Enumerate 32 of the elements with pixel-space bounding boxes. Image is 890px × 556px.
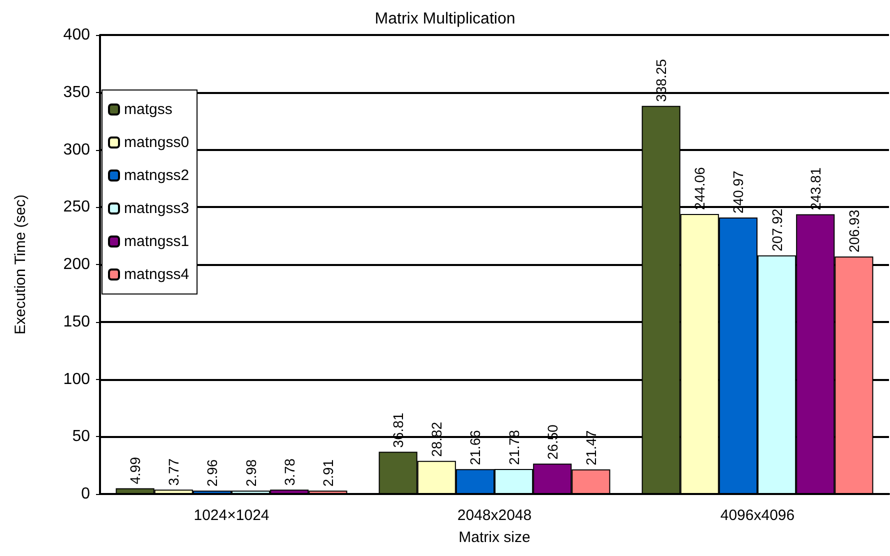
- legend-label: matngss4: [124, 266, 190, 283]
- legend-label: matngss3: [124, 200, 190, 217]
- y-tick-label: 300: [63, 141, 90, 158]
- data-label: 206.93: [846, 210, 862, 253]
- data-label: 207.92: [768, 208, 785, 252]
- data-label: 2.98: [242, 459, 259, 487]
- x-tick-label: 4096x4096: [720, 507, 795, 524]
- x-axis-title: Matrix size: [458, 529, 530, 546]
- y-tick-label: 200: [63, 256, 90, 273]
- legend-label: matngss1: [124, 233, 190, 250]
- data-label: 3.77: [166, 458, 182, 486]
- y-tick-label: 50: [72, 428, 90, 446]
- data-label: 2.91: [320, 459, 336, 487]
- legend-label: matgss: [124, 101, 172, 118]
- y-tick-label: 150: [63, 313, 90, 330]
- data-label: 338.25: [653, 58, 670, 102]
- data-label: 4.99: [127, 456, 144, 484]
- x-tick-label: 2048x2048: [457, 507, 532, 524]
- y-tick-label: 350: [63, 84, 90, 101]
- chart-title: Matrix Multiplication: [374, 10, 516, 28]
- legend-label: matngss0: [124, 134, 190, 151]
- y-tick-label: 250: [63, 198, 90, 216]
- y-tick-label: 100: [63, 370, 90, 388]
- data-label: 2.96: [204, 459, 220, 487]
- data-label: 3.78: [281, 458, 298, 486]
- legend-label: matngss2: [124, 167, 190, 184]
- data-label: 28.82: [428, 422, 445, 457]
- y-axis-title: Execution Time (sec): [12, 194, 29, 335]
- data-label: 21.47: [582, 430, 599, 466]
- y-tick-label: 400: [63, 26, 90, 44]
- x-tick-label: 1024×1024: [194, 507, 270, 524]
- y-tick-label: 0: [81, 486, 90, 502]
